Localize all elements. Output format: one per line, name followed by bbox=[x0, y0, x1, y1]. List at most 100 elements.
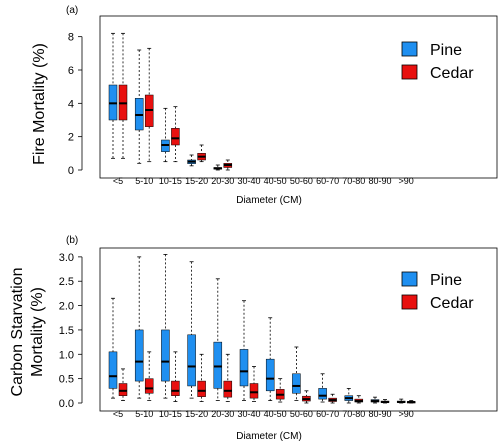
box-cedar bbox=[223, 159, 233, 171]
y-tick-label: 2.5 bbox=[59, 276, 74, 288]
box-body bbox=[265, 358, 275, 392]
box-body bbox=[134, 329, 144, 382]
box-body bbox=[223, 380, 233, 398]
x-tick-label: 50-60 bbox=[290, 176, 313, 186]
panel-a-legend: Pine Cedar bbox=[401, 41, 474, 82]
x-tick-label: <5 bbox=[113, 176, 123, 186]
x-tick-label: 40-50 bbox=[264, 409, 287, 419]
legend-swatch-pine-b bbox=[401, 271, 418, 287]
x-tick-label: 50-60 bbox=[290, 409, 313, 419]
box-body bbox=[318, 388, 327, 400]
panel-b-legend: Pine Cedar bbox=[401, 271, 474, 312]
x-tick-label: 40-50 bbox=[264, 176, 287, 186]
panel-b-xlabel: Diameter (CM) bbox=[236, 431, 302, 442]
legend-swatch-cedar-b bbox=[401, 294, 418, 310]
y-tick-label: 0.5 bbox=[59, 374, 74, 386]
box-pine bbox=[292, 346, 301, 401]
legend-label-cedar-b: Cedar bbox=[430, 295, 474, 312]
box-cedar bbox=[302, 390, 311, 404]
box-pine bbox=[213, 278, 223, 401]
y-tick-label: 0 bbox=[68, 165, 74, 177]
box-pine bbox=[134, 49, 144, 164]
legend-swatch-cedar-a bbox=[401, 64, 418, 80]
box-cedar bbox=[406, 400, 416, 404]
plot-frame bbox=[99, 247, 498, 412]
panel-b-ylabel-line1: Carbon Starvation bbox=[9, 268, 26, 397]
box-cedar bbox=[144, 47, 154, 163]
x-tick-label: 20-30 bbox=[211, 409, 234, 419]
legend-label-pine-a: Pine bbox=[430, 42, 462, 59]
legend-swatch-pine-a bbox=[401, 41, 418, 57]
y-tick-label: 6 bbox=[68, 65, 74, 77]
box-pine bbox=[161, 107, 170, 163]
panel-b: (b) Diameter (CM) Carbon Starvation Mort… bbox=[9, 235, 498, 442]
box-cedar bbox=[380, 399, 390, 404]
box-pine bbox=[239, 300, 249, 401]
x-tick-label: 15-20 bbox=[185, 409, 208, 419]
box-cedar bbox=[171, 106, 180, 163]
box-pine bbox=[134, 256, 144, 399]
box-body bbox=[171, 128, 180, 146]
box-pine bbox=[187, 154, 196, 167]
box-body bbox=[213, 341, 223, 389]
box-pine bbox=[108, 297, 118, 399]
panel-a: (a) Diameter (CM) Fire Mortality (%) Pin… bbox=[31, 5, 498, 206]
box-pine bbox=[344, 387, 354, 404]
y-tick-label: 8 bbox=[68, 32, 74, 44]
box-cedar bbox=[354, 395, 364, 404]
box-cedar bbox=[223, 353, 233, 402]
x-tick-label: >90 bbox=[399, 409, 414, 419]
box-pine bbox=[213, 164, 223, 171]
box-body bbox=[161, 329, 170, 382]
y-tick-label: 0.0 bbox=[59, 398, 74, 410]
x-tick-label: <5 bbox=[113, 409, 123, 419]
panel-b-ylabel-line2: Mortality (%) bbox=[29, 287, 46, 377]
x-tick-label: 10-15 bbox=[159, 176, 182, 186]
panel-a-ylabel: Fire Mortality (%) bbox=[31, 43, 48, 165]
box-body bbox=[171, 380, 180, 396]
box-body bbox=[239, 349, 249, 387]
x-tick-label: 70-80 bbox=[342, 409, 365, 419]
box-cedar bbox=[171, 351, 180, 402]
panel-a-xlabel: Diameter (CM) bbox=[236, 195, 302, 206]
x-tick-label: 60-70 bbox=[316, 409, 339, 419]
box-pine bbox=[265, 317, 275, 401]
box-pine bbox=[187, 261, 196, 399]
x-tick-label: 5-10 bbox=[135, 176, 153, 186]
box-body bbox=[144, 378, 154, 394]
box-cedar bbox=[275, 378, 285, 403]
box-body bbox=[118, 383, 128, 396]
legend-label-pine-b: Pine bbox=[430, 272, 462, 289]
x-tick-label: 30-40 bbox=[237, 409, 260, 419]
panel-b-plot: 0.0 0.5 1.0 1.5 2.0 2.5 3.0 <5 5-10 10-15 15-20 20-… bbox=[59, 247, 498, 419]
box-cedar bbox=[118, 32, 128, 159]
box-pine bbox=[161, 254, 170, 399]
x-tick-label: 5-10 bbox=[135, 409, 153, 419]
legend-label-cedar-a: Cedar bbox=[430, 65, 474, 82]
box-cedar bbox=[328, 393, 337, 404]
y-tick-label: 2.0 bbox=[59, 301, 74, 313]
box-body bbox=[249, 383, 259, 399]
x-tick-label: 80-90 bbox=[368, 176, 391, 186]
box-cedar bbox=[118, 368, 128, 401]
y-tick-label: 3.0 bbox=[59, 252, 74, 264]
x-tick-label: 10-15 bbox=[159, 409, 182, 419]
x-tick-label: 70-80 bbox=[342, 176, 365, 186]
box-body bbox=[108, 351, 118, 389]
box-pine bbox=[370, 396, 380, 404]
x-tick-label: 30-40 bbox=[237, 176, 260, 186]
box-pine bbox=[396, 398, 406, 404]
y-tick-label: 4 bbox=[68, 98, 74, 110]
x-tick-label: 20-30 bbox=[211, 176, 234, 186]
x-tick-label: 15-20 bbox=[185, 176, 208, 186]
panel-a-plot: 0 2 4 6 8 <5 5-10 10-15 15-20 20-30 30-40 40-50 50-6… bbox=[68, 15, 498, 186]
panel-a-label: (a) bbox=[66, 5, 78, 16]
y-tick-label: 1.0 bbox=[59, 349, 74, 361]
box-body bbox=[197, 380, 206, 397]
box-body bbox=[187, 334, 196, 387]
y-tick-label: 1.5 bbox=[59, 325, 74, 337]
y-tick-label: 2 bbox=[68, 132, 74, 144]
box-cedar bbox=[144, 351, 154, 401]
x-tick-label: >90 bbox=[399, 176, 414, 186]
